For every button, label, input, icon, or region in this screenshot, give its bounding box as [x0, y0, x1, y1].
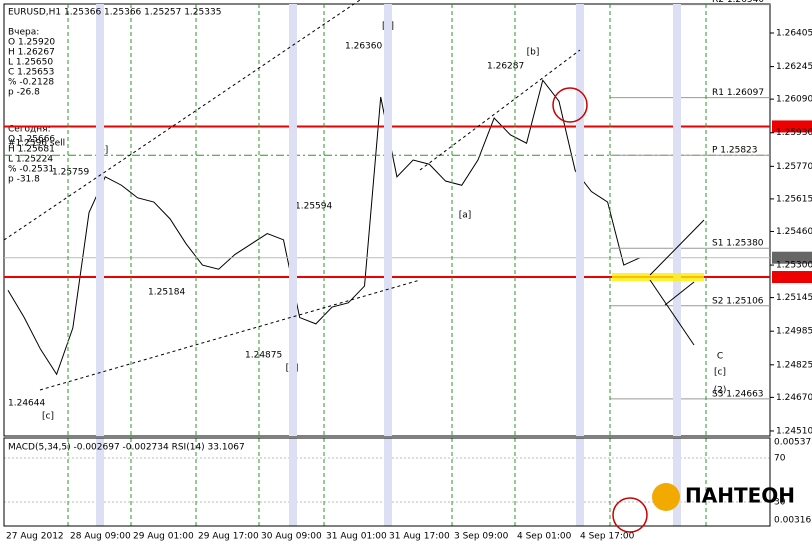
session-band	[96, 4, 104, 436]
x-tick-label: 31 Aug 01:00	[326, 532, 387, 542]
x-tick-label: 4 Sep 17:00	[580, 532, 635, 542]
annotation: 1.24875	[245, 351, 282, 361]
level-label: P 1.25823	[712, 146, 758, 156]
level-label: S2 1.25106	[712, 296, 764, 306]
annotation: C	[717, 352, 723, 362]
logo-icon	[652, 483, 680, 511]
y-tick-label: 1.24670	[776, 393, 812, 403]
level-label: S3 1.24663	[712, 389, 764, 399]
x-tick-label: 31 Aug 17:00	[389, 532, 450, 542]
info-text: % -0.2531	[8, 165, 54, 175]
session-band	[673, 4, 681, 436]
indicator-tick-label: 70	[774, 454, 786, 464]
annotation: [b]	[527, 48, 540, 58]
y-tick-label: 1.24510	[776, 426, 812, 436]
x-tick-label: 28 Aug 09:00	[70, 532, 131, 542]
y-tick-label: 1.25300	[776, 261, 812, 271]
highlight-zone	[612, 273, 704, 281]
annotation: 1.25594	[295, 202, 332, 212]
x-tick-label: 3 Sep 09:00	[454, 532, 509, 542]
session-band	[289, 438, 297, 526]
x-tick-label: 27 Aug 2012	[6, 532, 64, 542]
x-tick-label: 29 Aug 17:00	[198, 532, 259, 542]
annotation: 1.24644	[8, 399, 45, 409]
indicator-tick-label: 30	[774, 498, 786, 508]
y-tick-label: 1.26090	[776, 95, 812, 105]
info-text: Сегодня:	[8, 125, 51, 135]
annotation: 1.25759	[52, 168, 89, 178]
session-band	[289, 4, 297, 436]
x-tick-label: 30 Aug 09:00	[261, 532, 322, 542]
annotation: [c]	[714, 368, 726, 378]
annotation: 1.25184	[148, 288, 185, 298]
level-label: R2 1.26540	[712, 0, 764, 5]
y-tick-label: 1.24825	[776, 360, 812, 370]
y-tick-label: 1.24985	[776, 327, 812, 337]
info-text: p -31.8	[8, 175, 40, 185]
y-tick-label: 1.25460	[776, 227, 812, 237]
info-text: O 1.25666	[8, 135, 55, 145]
info-text: p -26.8	[8, 88, 40, 98]
logo: ПАНТЕОН	[685, 484, 795, 508]
y-tick-label: 1.26405	[776, 28, 812, 38]
indicator-frame	[3, 437, 771, 527]
info-text: L 1.25650	[8, 58, 53, 68]
price-box	[772, 271, 812, 284]
indicator-title: MACD(5,34,5) -0.002697 -0.002734 RSI(14)…	[8, 443, 245, 453]
y-tick-label: 1.25930	[776, 128, 812, 138]
session-band	[96, 438, 104, 526]
indicator-tick-label: 0.00316	[774, 516, 811, 526]
level-label: R1 1.26097	[712, 88, 764, 98]
level-label: S1 1.25380	[712, 239, 764, 249]
info-text: O 1.25920	[8, 38, 55, 48]
price-box	[772, 251, 812, 264]
info-text: L 1.25224	[8, 155, 53, 165]
session-band	[384, 4, 392, 436]
session-band	[576, 438, 584, 526]
session-band	[576, 4, 584, 436]
order-label: #1.2596 sell	[8, 139, 65, 149]
projection-line	[649, 279, 695, 346]
annotation: (2)	[714, 386, 727, 396]
info-text: H 1.25681	[8, 145, 55, 155]
y-tick-label: 1.25615	[776, 194, 812, 204]
y-tick-label: 1.25770	[776, 162, 812, 172]
indicator-tick-label: 0.005372	[774, 438, 812, 448]
info-text: C 1.25653	[8, 68, 54, 78]
projection-line	[649, 219, 705, 276]
session-band	[384, 438, 392, 526]
x-tick-label: 4 Sep 01:00	[517, 532, 572, 542]
info-text: H 1.26267	[8, 48, 55, 58]
session-band	[673, 438, 681, 526]
highlight-circle	[552, 87, 588, 123]
projection-line	[664, 281, 695, 306]
annotation: 1.26287	[487, 62, 524, 72]
annotation: 1.26360	[345, 42, 382, 52]
annotation: [a]	[459, 211, 472, 221]
info-text: Вчера:	[8, 28, 39, 38]
chart-title: EURUSD,H1 1.25366 1.25366 1.25257 1.2533…	[8, 8, 221, 18]
y-tick-label: 1.26245	[776, 62, 812, 72]
y-tick-label: 1.25145	[776, 293, 812, 303]
highlight-circle	[612, 497, 648, 533]
x-tick-label: 29 Aug 01:00	[133, 532, 194, 542]
price-box	[772, 120, 812, 133]
info-text: % -0.2128	[8, 78, 54, 88]
annotation: [c]	[42, 412, 54, 422]
